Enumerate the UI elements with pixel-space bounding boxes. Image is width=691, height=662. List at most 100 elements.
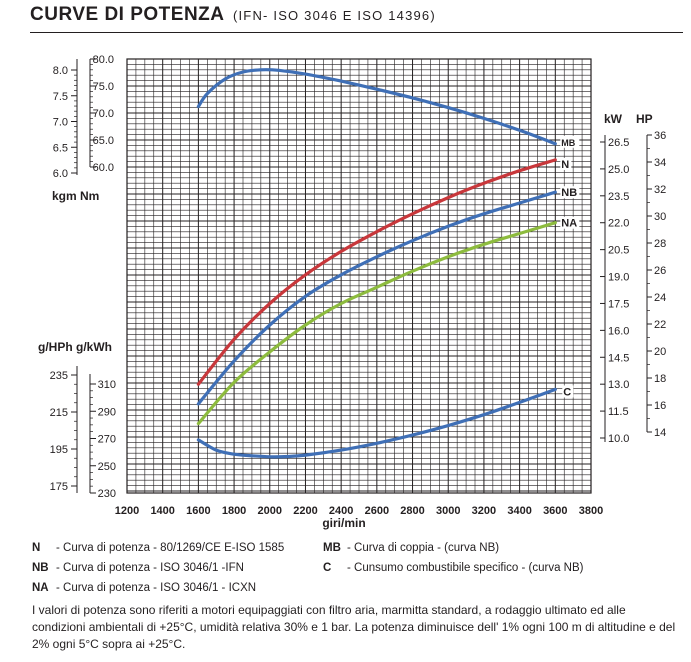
power-hp-units-label: HP xyxy=(636,112,653,126)
legend-left: N - Curva di potenza - 80/1269/CE E-ISO 1… xyxy=(32,538,284,598)
x-tick-label: 3400 xyxy=(507,505,531,517)
x-tick-label: 1800 xyxy=(222,505,246,517)
power-hp-tick-label: 28 xyxy=(654,238,666,250)
chart-axes: 1200 1400 1600 1800 2000 2200 2400 2600 2800 3000… xyxy=(38,54,666,530)
legend-right: MB - Curva di coppia - (curva NB) C - Cuns… xyxy=(323,538,583,578)
legend-code: NA xyxy=(32,582,49,594)
power-hp-tick-label: 14 xyxy=(654,427,666,439)
series-label-na: NA xyxy=(561,218,577,230)
power-kw-tick-label: 14.5 xyxy=(608,352,629,364)
legend-item-nb: NB - Curva di potenza - ISO 3046/1 -IFN xyxy=(32,558,284,578)
x-tick-label: 3600 xyxy=(543,505,567,517)
power-hp-tick-label: 24 xyxy=(654,292,666,304)
consumption-gkwh-tick-label: 290 xyxy=(98,406,116,418)
chart-labels: MB N NB NA C xyxy=(560,135,580,398)
legend-text: - Curva di potenza - ISO 3046/1 - ICXN xyxy=(56,582,257,594)
power-kw-tick-label: 10.0 xyxy=(608,433,629,445)
power-kw-tick-label: 20.5 xyxy=(608,245,629,257)
consumption-gkwh-tick-label: 230 xyxy=(98,488,116,500)
power-kw-tick-label: 11.5 xyxy=(608,406,629,418)
series-label-n: N xyxy=(561,159,569,171)
torque-kgm-tick-label: 7.0 xyxy=(53,117,68,129)
power-kw-tick-label: 19.0 xyxy=(608,272,629,284)
series-label-c: C xyxy=(563,386,571,398)
series-line-nb xyxy=(196,190,557,406)
power-hp-tick-label: 32 xyxy=(654,184,666,196)
power-hp-tick-label: 22 xyxy=(654,319,666,331)
power-hp-tick-label: 36 xyxy=(654,130,666,142)
legend-code: N xyxy=(32,542,41,554)
series-line-mb xyxy=(196,68,557,146)
legend-item-mb: MB - Curva di coppia - (curva NB) xyxy=(323,538,583,558)
legend-code: MB xyxy=(323,542,341,554)
torque-nm-tick-label: 60.0 xyxy=(93,162,114,174)
series-label-bg xyxy=(560,157,572,170)
consumption-ghph-tick-label: 175 xyxy=(50,481,68,493)
series-line-na xyxy=(196,221,557,426)
title-subtitle: (IFN- ISO 3046 E ISO 14396) xyxy=(232,8,436,23)
power-kw-tick-label: 22.0 xyxy=(608,218,629,230)
torque-nm-tick-label: 80.0 xyxy=(93,54,114,66)
legend-item-na: NA - Curva di potenza - ISO 3046/1 - ICXN xyxy=(32,578,284,598)
torque-nm-tick-label: 65.0 xyxy=(93,135,114,147)
x-tick-label: 2800 xyxy=(400,505,424,517)
series-label-bg xyxy=(560,186,580,199)
consumption-gkwh-tick-label: 310 xyxy=(98,379,116,391)
power-kw-tick-label: 25.0 xyxy=(608,164,629,176)
x-tick-label: 1200 xyxy=(115,505,139,517)
x-tick-label: 2000 xyxy=(258,505,282,517)
power-hp-tick-label: 16 xyxy=(654,400,666,412)
title-rule xyxy=(30,32,683,33)
torque-nm-tick-label: 75.0 xyxy=(93,81,114,93)
legend-item-c: C - Cunsumo combustibile specifico - (cur… xyxy=(323,558,583,578)
x-tick-label: 1600 xyxy=(186,505,210,517)
torque-kgm-tick-label: 6.5 xyxy=(53,142,68,154)
x-axis-label: giri/min xyxy=(322,516,365,530)
power-kw-tick-label: 16.0 xyxy=(608,325,629,337)
series-line-c xyxy=(196,387,557,459)
torque-nm-tick-label: 70.0 xyxy=(93,108,114,120)
power-hp-tick-label: 26 xyxy=(654,265,666,277)
torque-kgm-tick-label: 6.0 xyxy=(53,168,68,180)
legend-code: NB xyxy=(32,562,49,574)
consumption-ghph-tick-label: 215 xyxy=(50,407,68,419)
power-hp-tick-label: 30 xyxy=(654,211,666,223)
torque-kgm-tick-label: 7.5 xyxy=(53,91,68,103)
series-label-bg xyxy=(560,135,580,148)
footnote: I valori di potenza sono riferiti a moto… xyxy=(32,603,676,651)
legend-item-n: N - Curva di potenza - 80/1269/CE E-ISO 1… xyxy=(32,538,284,558)
consumption-ghph-tick-label: 195 xyxy=(50,444,68,456)
x-tick-label: 2600 xyxy=(365,505,389,517)
consumption-gkwh-tick-label: 270 xyxy=(98,434,116,446)
legend-text: - Cunsumo combustibile specifico - (curv… xyxy=(347,562,584,574)
x-tick-label: 3000 xyxy=(436,505,460,517)
power-kw-units-label: kW xyxy=(604,112,623,126)
series-label-nb: NB xyxy=(561,187,577,199)
chart-curves xyxy=(196,68,557,459)
series-label-mb: MB xyxy=(561,138,575,148)
torque-kgm-tick-label: 8.0 xyxy=(53,65,68,77)
chart-title: CURVE DI POTENZA (IFN- ISO 3046 E ISO 14… xyxy=(30,4,436,26)
torque-units-label: kgm Nm xyxy=(52,189,99,203)
power-kw-tick-label: 13.0 xyxy=(608,379,629,391)
plot-frame xyxy=(126,58,592,494)
series-label-bg xyxy=(562,385,574,398)
power-kw-tick-label: 23.5 xyxy=(608,191,629,203)
x-tick-label: 3200 xyxy=(472,505,496,517)
legend-code: C xyxy=(323,562,332,574)
consumption-gkwh-tick-label: 250 xyxy=(98,461,116,473)
series-line-n xyxy=(196,158,557,386)
series-label-bg xyxy=(560,216,580,229)
x-tick-label: 2400 xyxy=(329,505,353,517)
legend-text: - Curva di potenza - 80/1269/CE E-ISO 15… xyxy=(56,542,285,554)
legend-text: - Curva di potenza - ISO 3046/1 -IFN xyxy=(56,562,244,574)
power-kw-tick-label: 17.5 xyxy=(608,298,629,310)
x-tick-label: 2200 xyxy=(293,505,317,517)
chart-grid xyxy=(126,58,592,494)
x-tick-label: 1400 xyxy=(150,505,174,517)
power-hp-tick-label: 20 xyxy=(654,346,666,358)
x-tick-label: 3800 xyxy=(579,505,603,517)
power-kw-tick-label: 26.5 xyxy=(608,137,629,149)
power-curve-chart: 1200 1400 1600 1800 2000 2200 2400 2600 2800 3000… xyxy=(38,54,666,530)
title-main: CURVE DI POTENZA xyxy=(30,4,225,25)
